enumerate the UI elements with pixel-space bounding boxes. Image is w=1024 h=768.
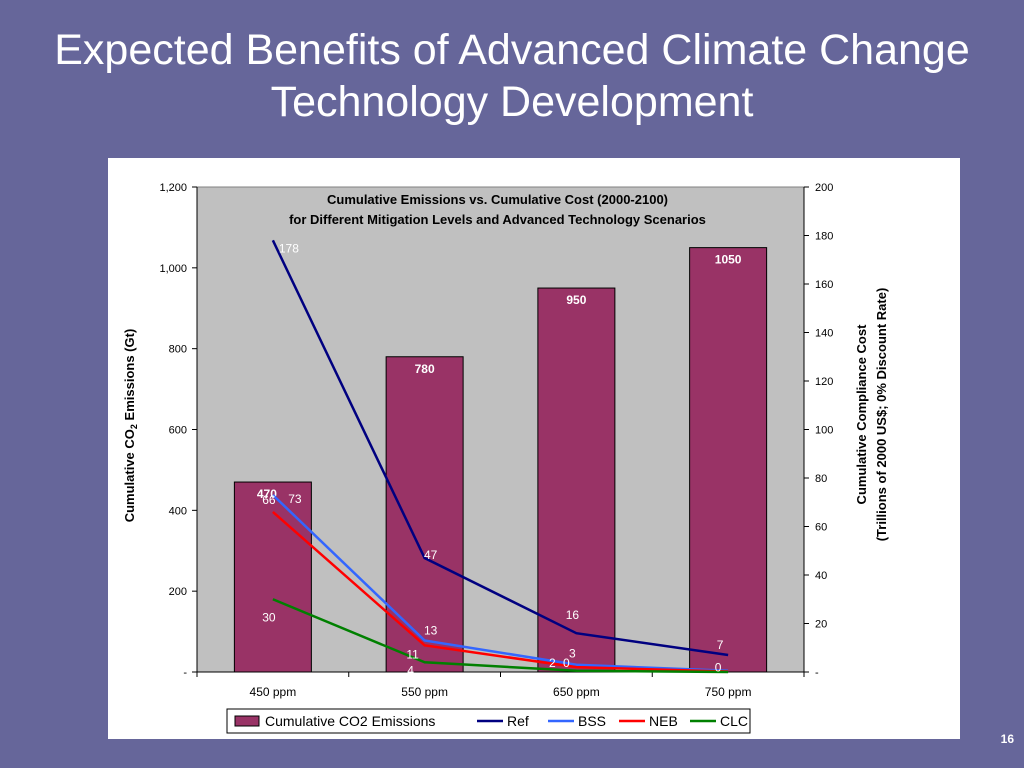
right-tick-label: 40 (815, 570, 827, 582)
right-axis-label-line-2: (Trillions of 2000 US$; 0% Discount Rate… (874, 288, 889, 542)
series-line-ref (271, 239, 729, 657)
series-data-label-neb: 66 (262, 493, 276, 507)
series-line-neb (272, 511, 729, 673)
left-tick-label: 1,000 (159, 263, 187, 275)
x-tick-label: 550 ppm (401, 685, 448, 699)
emissions-cost-chart: -2004006008001,0001,200-2040608010012014… (122, 182, 889, 734)
chart-title-line-2: for Different Mitigation Levels and Adva… (289, 212, 706, 227)
legend-label-bss: BSS (578, 713, 606, 729)
legend-label-ref: Ref (507, 713, 529, 729)
right-tick-label: 160 (815, 279, 833, 291)
series-data-label-clc: 30 (262, 610, 276, 624)
emission-bar (233, 481, 312, 673)
legend-label-clc: CLC (720, 713, 748, 729)
series-data-label-ref: 178 (279, 241, 299, 255)
left-tick-label: 1,200 (159, 182, 187, 194)
right-tick-label: 100 (815, 425, 833, 437)
left-axis-label: Cumulative CO2 Emissions (Gt) (122, 329, 139, 523)
left-tick-label: 600 (169, 425, 187, 437)
emission-bar (385, 356, 464, 673)
emission-bar-label: 1050 (715, 253, 742, 267)
right-tick-label: 80 (815, 473, 827, 485)
right-tick-label: 120 (815, 376, 833, 388)
series-data-label-bss: 3 (569, 647, 576, 661)
series-data-label-clc: 0 (563, 656, 570, 670)
legend-swatch-emissions (234, 715, 260, 727)
series-data-label-clc: 4 (407, 663, 414, 677)
legend-label-neb: NEB (649, 713, 678, 729)
emission-bar-label: 470 (257, 487, 277, 501)
emission-bar (537, 287, 616, 673)
right-tick-label: 180 (815, 231, 833, 243)
emission-bar-label: 950 (566, 293, 586, 307)
right-tick-label: 140 (815, 328, 833, 340)
series-line-clc (272, 598, 729, 674)
left-axis-label-part: Emissions (Gt) (122, 329, 137, 424)
series-line-bss (272, 494, 729, 673)
slide-title-line-2: Technology Development (270, 78, 754, 126)
series-data-label-neb: 2 (549, 656, 556, 670)
series-data-label-ref: 47 (424, 548, 438, 562)
left-tick-label: 200 (169, 586, 187, 598)
right-tick-label: 200 (815, 182, 833, 194)
emission-bar (689, 247, 768, 673)
legend-label-emissions: Cumulative CO2 Emissions (265, 713, 435, 729)
chart-title-line-1: Cumulative Emissions vs. Cumulative Cost… (327, 192, 668, 207)
series-data-label-ref: 16 (566, 608, 580, 622)
left-tick-label: - (183, 667, 187, 679)
slide-number: 16 (1000, 732, 1014, 746)
right-tick-label: 20 (815, 619, 827, 631)
slide-title-line-1: Expected Benefits of Advanced Climate Ch… (54, 26, 970, 74)
right-tick-label: 60 (815, 522, 827, 534)
x-tick-label: 650 ppm (553, 685, 600, 699)
series-data-label-neb: 11 (406, 647, 419, 661)
left-tick-label: 400 (169, 505, 187, 517)
series-data-label-neb: 0 (715, 661, 722, 675)
left-tick-label: 800 (169, 344, 187, 356)
right-tick-label: - (815, 667, 819, 679)
series-data-label-ref: 7 (717, 638, 724, 652)
slide-title: Expected Benefits of Advanced Climate Ch… (0, 24, 1024, 128)
chart-panel: -200 400 600 800 1,000 1,200-20 40 60 80 100 120 14… (108, 158, 960, 739)
series-data-label-bss: 13 (424, 623, 438, 637)
left-axis-label-part: Cumulative CO (122, 429, 137, 522)
series-data-label-bss: 73 (288, 492, 302, 506)
emission-bar-label: 780 (415, 362, 435, 376)
left-axis-label-part: 2 (129, 424, 139, 429)
x-tick-label: 450 ppm (250, 685, 297, 699)
x-tick-label: 750 ppm (705, 685, 752, 699)
right-axis-label-line-1: Cumulative Compliance Cost (854, 324, 869, 505)
